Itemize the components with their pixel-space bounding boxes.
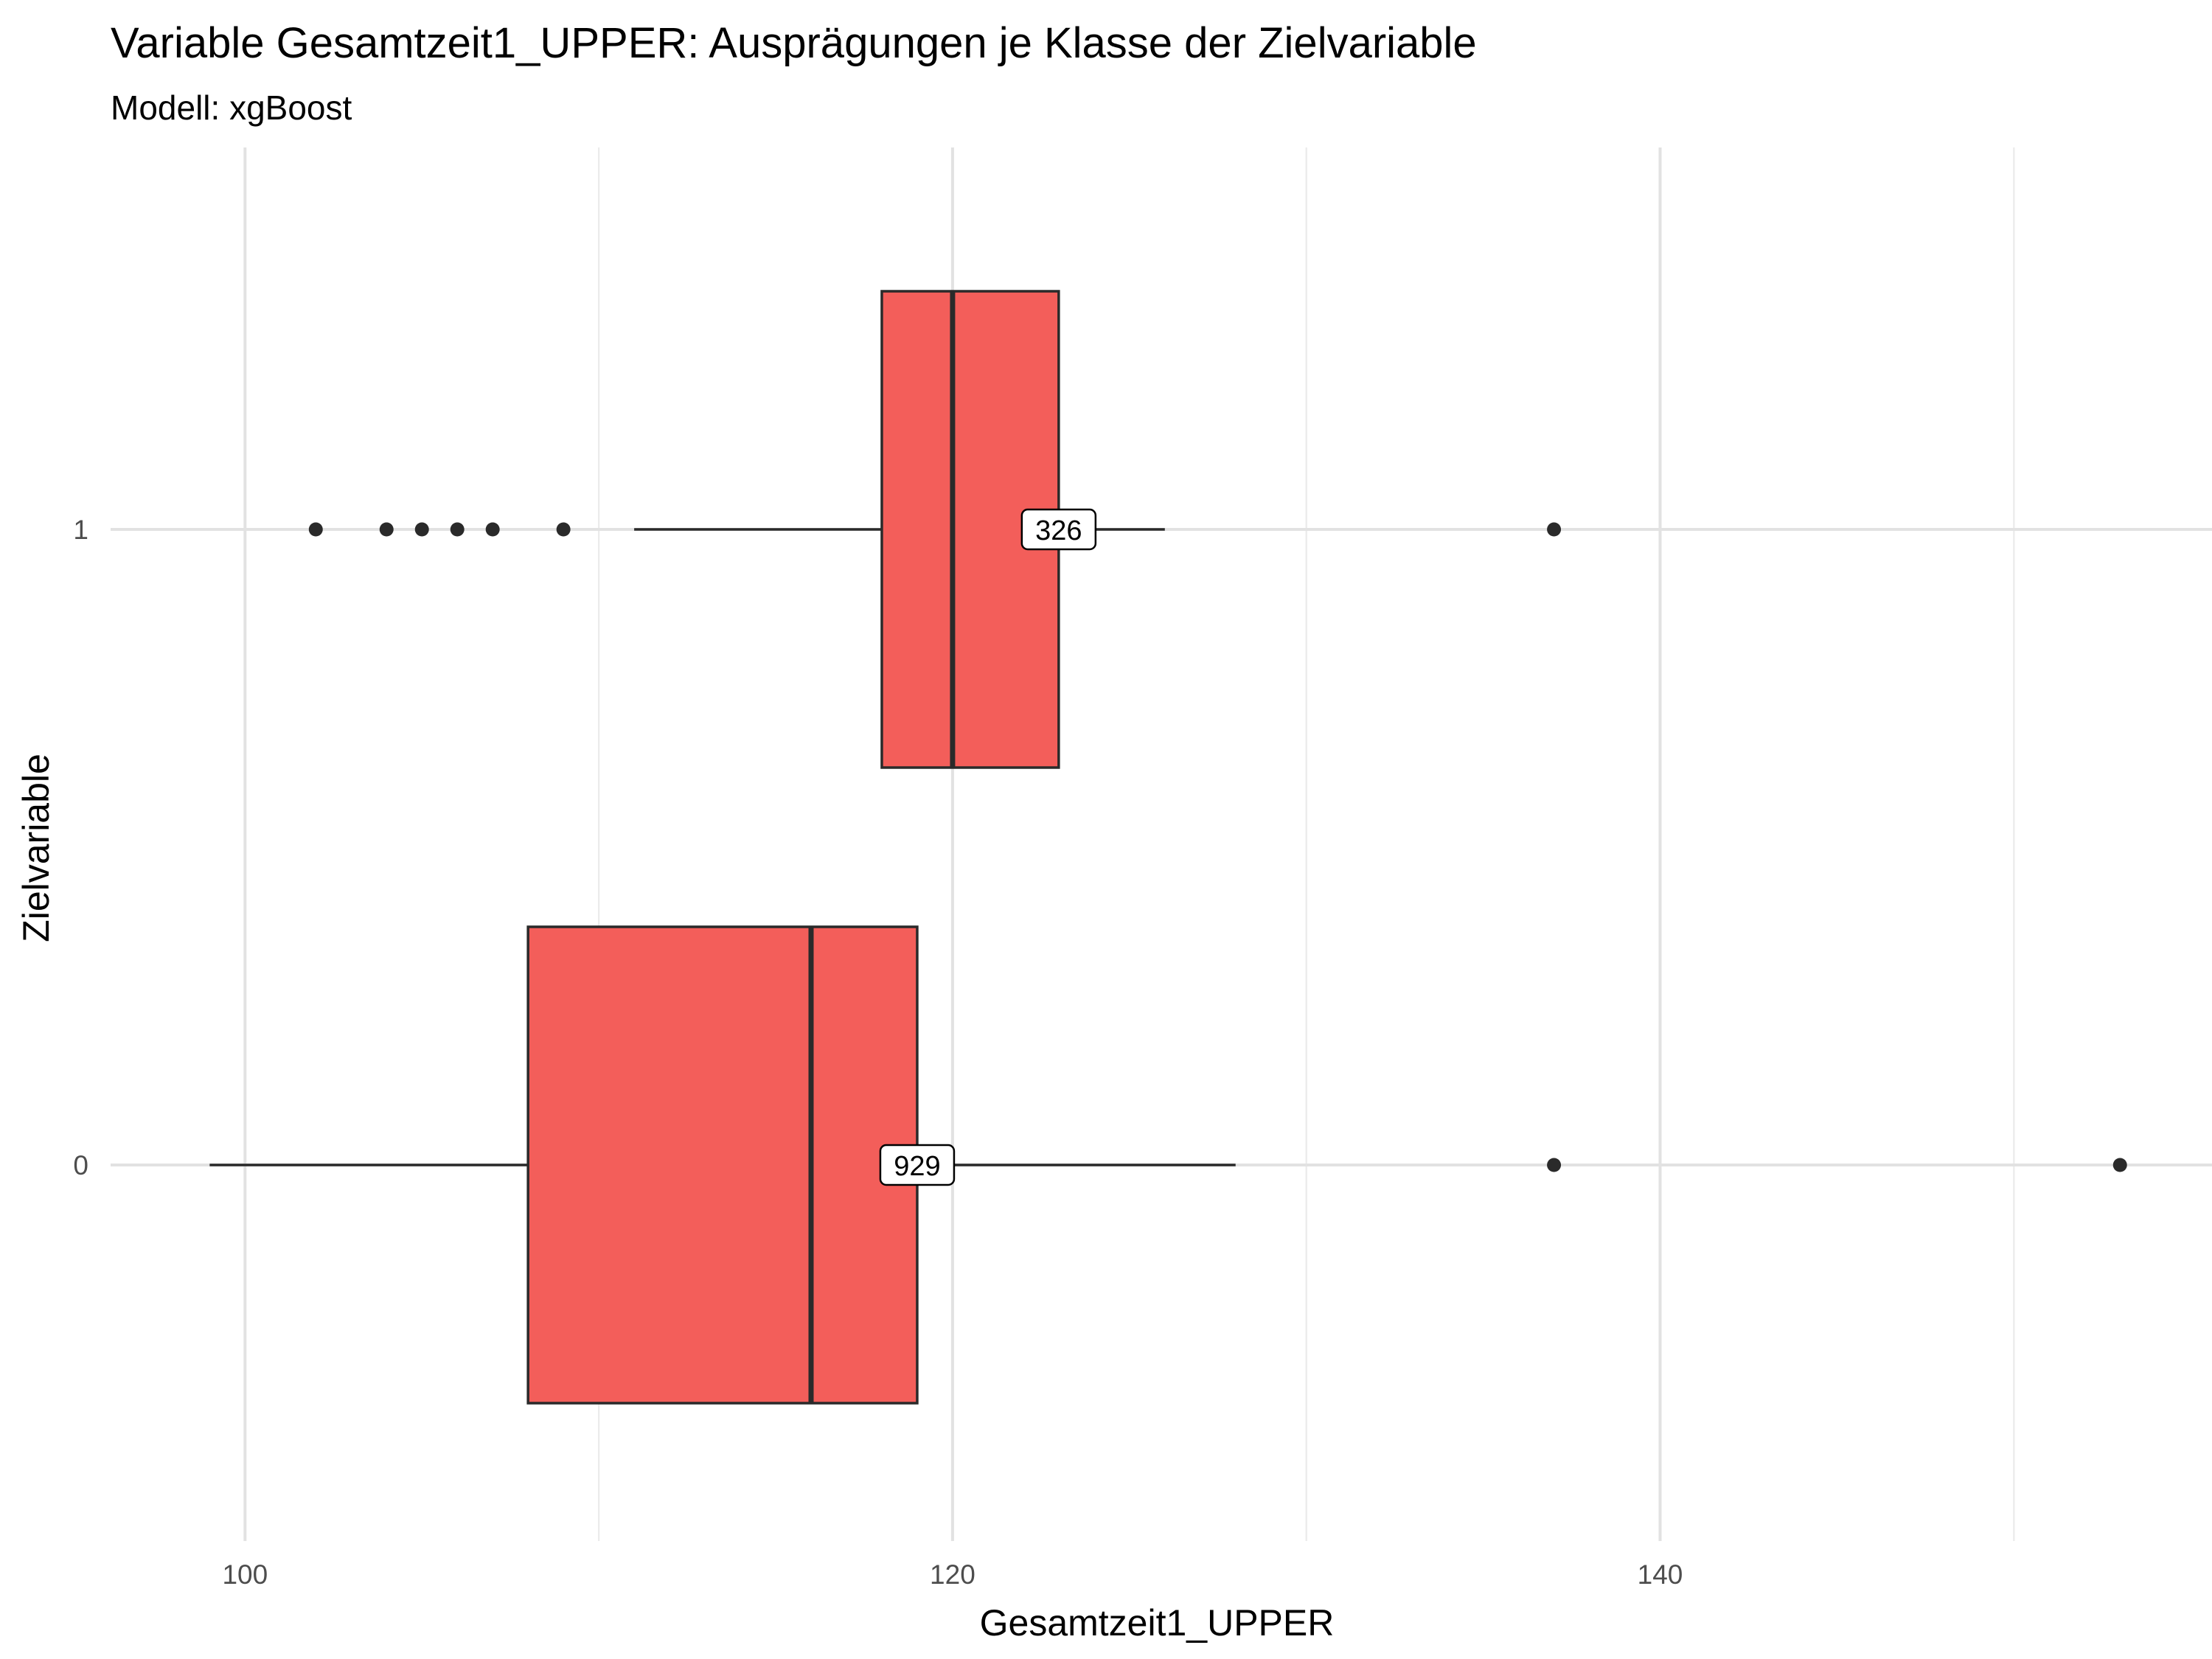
outlier-point bbox=[414, 522, 429, 537]
x-axis-ticks: 100 120 140 bbox=[222, 1559, 1683, 1590]
outlier-point bbox=[379, 522, 394, 537]
x-tick-label: 140 bbox=[1638, 1559, 1683, 1590]
grid-lines bbox=[111, 147, 2212, 1541]
count-label: 326 bbox=[1035, 515, 1082, 546]
outlier-point bbox=[1547, 1158, 1562, 1172]
chart-subtitle: Modell: xgBoost bbox=[111, 88, 352, 127]
box-iqr bbox=[526, 925, 919, 1405]
count-label-box bbox=[1020, 508, 1097, 551]
chart-title: Variable Gesamtzeit1_UPPER: Ausprägungen… bbox=[111, 19, 1477, 67]
x-axis-title: Gesamtzeit1_UPPER bbox=[980, 1602, 1335, 1644]
outlier-point bbox=[308, 522, 323, 537]
count-label-box bbox=[879, 1144, 956, 1186]
outlier-point bbox=[450, 522, 465, 537]
y-tick-label: 0 bbox=[73, 1150, 88, 1180]
y-tick-label: 1 bbox=[73, 515, 88, 545]
outlier-point bbox=[1547, 522, 1562, 537]
y-axis-title: Zielvariable bbox=[15, 754, 57, 942]
count-label: 929 bbox=[894, 1151, 940, 1182]
x-tick-label: 120 bbox=[930, 1559, 975, 1590]
box-group: 326 bbox=[308, 290, 1562, 769]
box-group: 929 bbox=[209, 925, 2127, 1405]
x-tick-label: 100 bbox=[222, 1559, 268, 1590]
outlier-point bbox=[556, 522, 571, 537]
box-series: 326 929 bbox=[209, 290, 2127, 1405]
outlier-point bbox=[2112, 1158, 2127, 1172]
outlier-point bbox=[485, 522, 500, 537]
y-axis-ticks: 10 bbox=[73, 515, 88, 1180]
